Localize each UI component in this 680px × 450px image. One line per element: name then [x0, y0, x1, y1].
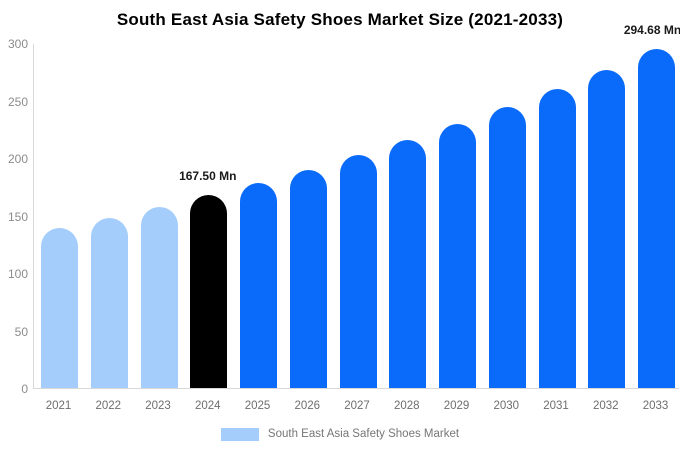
y-axis-tick-label: 100	[7, 267, 28, 281]
bar-2029[interactable]	[439, 124, 476, 388]
bar-2028[interactable]	[389, 140, 427, 388]
bar-2031[interactable]	[538, 88, 576, 388]
x-axis-tick-label: 2023	[145, 400, 171, 412]
y-axis-tick-label: 0	[21, 382, 28, 396]
y-axis-tick-label: 250	[7, 94, 28, 109]
plot-area: 167.50 Mn 294.68 Mn	[33, 23, 680, 389]
x-axis-tick-label: 2027	[344, 400, 370, 412]
bar-2033[interactable]	[638, 49, 675, 388]
x-axis-tick-label: 2025	[244, 400, 271, 412]
bar-2025[interactable]	[240, 182, 277, 388]
x-axis-tick-label: 2024	[194, 400, 221, 412]
x-axis-tick-label: 2030	[493, 400, 520, 412]
bar-2022[interactable]	[90, 217, 128, 388]
bar-2023[interactable]	[140, 207, 178, 388]
bar-2021[interactable]	[41, 228, 78, 388]
x-axis-tick-label: 2022	[95, 400, 122, 412]
x-axis-tick-label: 2029	[443, 400, 470, 412]
bar-2030[interactable]	[488, 107, 526, 388]
y-axis-tick-label: 150	[7, 209, 28, 224]
x-axis-tick-label: 2028	[393, 400, 420, 412]
y-axis-tick-label: 200	[7, 152, 28, 166]
x-axis-tick-label: 2026	[294, 400, 321, 412]
bar-2026[interactable]	[289, 169, 327, 388]
legend-label: South East Asia Safety Shoes Market	[267, 428, 460, 440]
bar-2032[interactable]	[588, 69, 626, 388]
bar-2024[interactable]	[190, 195, 228, 388]
y-axis-tick-label: 50	[14, 324, 28, 339]
bar-2027[interactable]	[339, 155, 377, 388]
y-axis-tick-label: 300	[7, 37, 28, 51]
x-axis-tick-label: 2032	[592, 400, 619, 412]
x-axis-tick-label: 2021	[45, 400, 72, 412]
bar-value-label-2033: 294.68 Mn	[623, 23, 680, 38]
chart-title: South East Asia Safety Shoes Market Size…	[116, 10, 564, 29]
x-axis-tick-label: 2031	[543, 400, 569, 412]
legend-swatch	[220, 427, 259, 441]
bar-value-label-2024: 167.50 Mn	[179, 169, 237, 184]
legend[interactable]: South East Asia Safety Shoes Market	[0, 426, 680, 442]
x-axis-tick-label: 2033	[642, 400, 669, 412]
